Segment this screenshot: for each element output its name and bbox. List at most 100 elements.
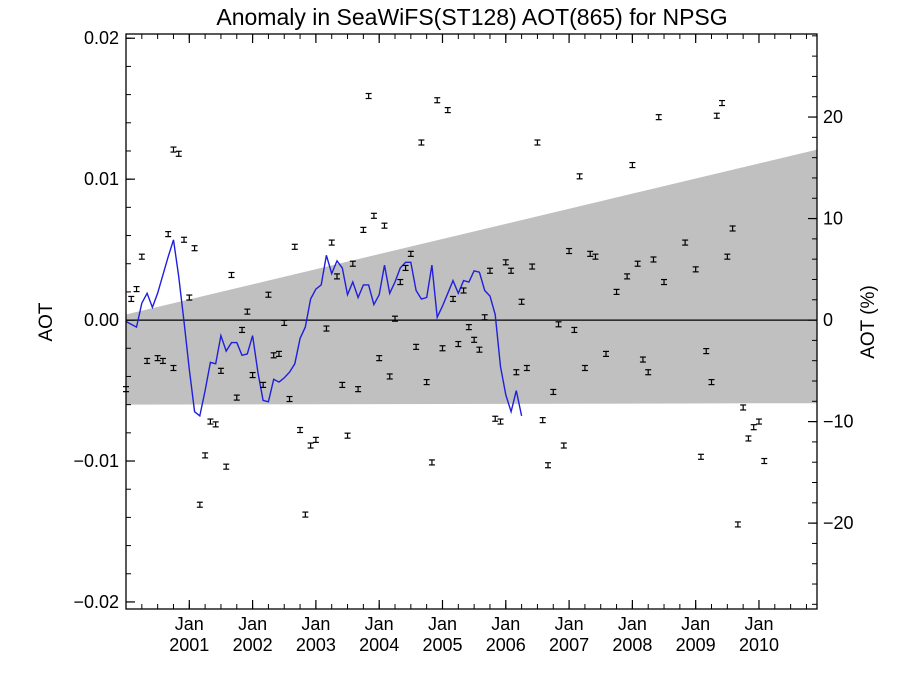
data-point [175, 150, 182, 157]
data-point [529, 263, 536, 270]
data-point [486, 267, 493, 274]
data-point [508, 267, 515, 274]
y-tick-label-left: −0.01 [73, 451, 119, 471]
data-point [492, 415, 499, 422]
x-tick-label-year: 2010 [739, 635, 779, 655]
x-tick-label-year: 2002 [233, 635, 273, 655]
data-point [260, 381, 267, 389]
data-point [455, 340, 462, 348]
data-point [460, 287, 467, 294]
data-point [138, 253, 145, 260]
data-point [286, 395, 293, 403]
data-point [476, 346, 483, 353]
data-point [450, 295, 457, 303]
chart-title: Anomaly in SeaWiFS(ST128) AOT(865) for N… [216, 4, 727, 30]
data-point [481, 314, 488, 321]
data-point [713, 112, 720, 119]
data-point [518, 298, 525, 305]
data-point [629, 161, 636, 169]
data-point [729, 225, 736, 232]
data-point [497, 418, 504, 425]
data-point [397, 278, 404, 286]
data-point [159, 357, 166, 365]
data-point [244, 308, 251, 315]
data-point [502, 259, 509, 266]
data-point [581, 364, 588, 372]
data-point [523, 364, 530, 372]
x-tick-label-year: 2006 [486, 635, 526, 655]
data-points-layer [123, 92, 768, 528]
data-point [360, 226, 367, 233]
data-point [323, 325, 330, 332]
data-point [196, 501, 203, 508]
data-point [761, 457, 768, 465]
data-point [703, 347, 710, 355]
data-point [471, 336, 478, 343]
data-point [275, 350, 282, 358]
plot-frame [125, 33, 818, 610]
data-point [423, 379, 430, 386]
data-point [740, 404, 747, 411]
data-point [413, 343, 420, 350]
y-tick-label-left: 0.01 [84, 169, 119, 189]
x-tick-label-month: Jan [555, 614, 584, 634]
data-point [207, 418, 214, 425]
data-point [265, 291, 272, 298]
y-tick-label-left: 0.00 [84, 310, 119, 330]
data-point [376, 355, 383, 362]
x-tick-label-year: 2003 [296, 635, 336, 655]
data-point [555, 321, 562, 328]
y-tick-label-right: −20 [823, 513, 854, 533]
data-point [576, 173, 583, 180]
data-point [661, 278, 668, 286]
data-point [719, 99, 726, 107]
data-point [734, 521, 741, 528]
data-point [465, 324, 472, 331]
data-point [682, 239, 689, 246]
data-point [239, 326, 246, 334]
data-point [339, 381, 346, 389]
data-point [639, 356, 646, 363]
x-tick-label-year: 2001 [169, 635, 209, 655]
x-tick-label-year: 2008 [612, 635, 652, 655]
data-point [165, 231, 172, 238]
data-point [344, 432, 351, 439]
y-tick-label-left: 0.02 [84, 28, 119, 48]
data-point [418, 139, 425, 146]
data-point [624, 273, 631, 280]
data-point [370, 212, 377, 219]
data-point [708, 379, 715, 386]
y-tick-label-right: 0 [823, 310, 833, 330]
y-axis-label-left: AOT [36, 302, 57, 341]
data-point [444, 107, 451, 114]
data-point [650, 256, 657, 263]
data-point [365, 92, 372, 100]
x-tick-label-month: Jan [238, 614, 267, 634]
data-point [724, 253, 731, 260]
data-point [534, 139, 541, 146]
x-tick-label-month: Jan [681, 614, 710, 634]
y-tick-label-right: 10 [823, 209, 843, 229]
data-point [386, 373, 393, 380]
data-point [349, 260, 356, 267]
data-point [191, 245, 198, 252]
data-point [270, 352, 277, 359]
data-point [202, 452, 209, 459]
data-point [571, 326, 578, 334]
data-point [312, 436, 319, 443]
x-tick-label-month: Jan [618, 614, 647, 634]
data-point [170, 364, 177, 372]
data-point [170, 146, 177, 153]
data-point [513, 369, 520, 376]
y-axis-label-right: AOT (%) [858, 285, 879, 359]
x-tick-label-year: 2005 [422, 635, 462, 655]
data-point [402, 264, 409, 272]
data-point [249, 371, 256, 379]
data-point [550, 388, 557, 396]
data-point [228, 271, 235, 279]
data-point [755, 418, 762, 425]
data-point [212, 421, 219, 428]
data-point [603, 350, 610, 358]
y-tick-label-right: 20 [823, 107, 843, 127]
